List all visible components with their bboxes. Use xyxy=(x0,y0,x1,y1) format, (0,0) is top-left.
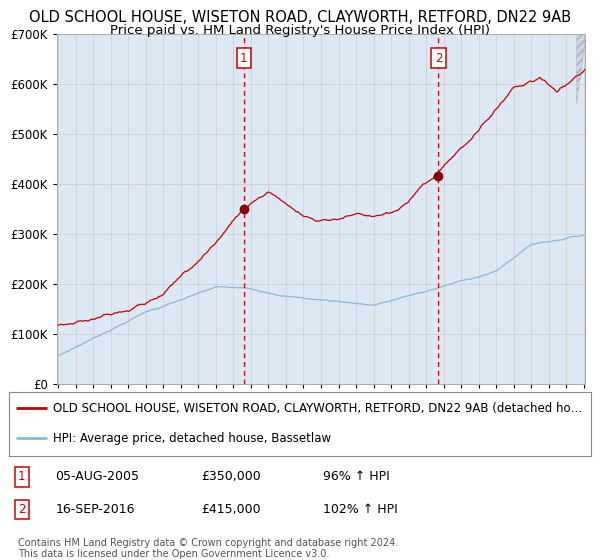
Text: 2: 2 xyxy=(18,503,26,516)
Text: £415,000: £415,000 xyxy=(201,503,260,516)
Text: 05-AUG-2005: 05-AUG-2005 xyxy=(56,470,140,483)
Text: Price paid vs. HM Land Registry's House Price Index (HPI): Price paid vs. HM Land Registry's House … xyxy=(110,24,490,36)
Text: 96% ↑ HPI: 96% ↑ HPI xyxy=(323,470,390,483)
Text: £350,000: £350,000 xyxy=(201,470,261,483)
Text: OLD SCHOOL HOUSE, WISETON ROAD, CLAYWORTH, RETFORD, DN22 9AB: OLD SCHOOL HOUSE, WISETON ROAD, CLAYWORT… xyxy=(29,10,571,25)
Text: Contains HM Land Registry data © Crown copyright and database right 2024.
This d: Contains HM Land Registry data © Crown c… xyxy=(18,538,398,559)
Text: HPI: Average price, detached house, Bassetlaw: HPI: Average price, detached house, Bass… xyxy=(53,432,331,445)
Text: OLD SCHOOL HOUSE, WISETON ROAD, CLAYWORTH, RETFORD, DN22 9AB (detached ho…: OLD SCHOOL HOUSE, WISETON ROAD, CLAYWORT… xyxy=(53,402,582,414)
Text: 16-SEP-2016: 16-SEP-2016 xyxy=(56,503,135,516)
Polygon shape xyxy=(577,34,585,104)
Text: 2: 2 xyxy=(435,52,442,64)
Text: 102% ↑ HPI: 102% ↑ HPI xyxy=(323,503,398,516)
Text: 1: 1 xyxy=(240,52,248,64)
Text: 1: 1 xyxy=(18,470,26,483)
